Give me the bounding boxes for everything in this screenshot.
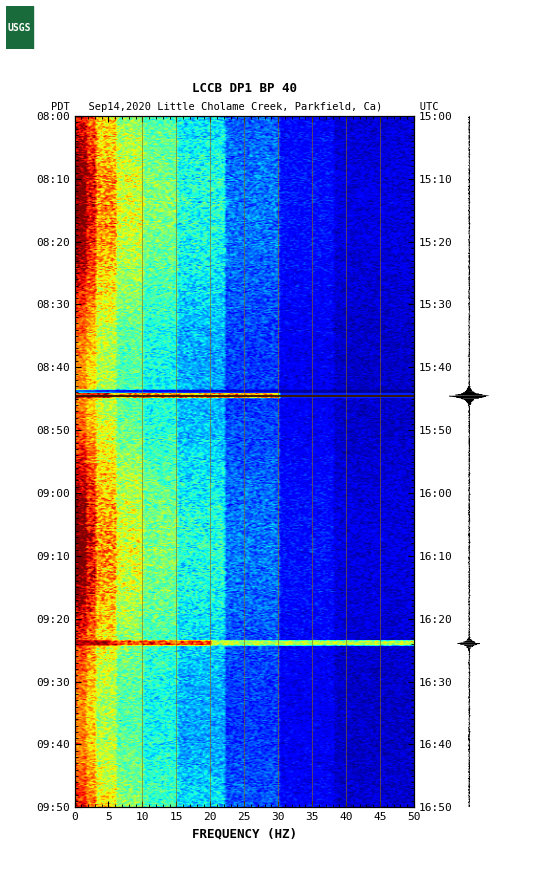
Text: LCCB DP1 BP 40: LCCB DP1 BP 40	[192, 82, 297, 95]
Text: USGS: USGS	[7, 22, 31, 33]
Text: PDT   Sep14,2020 Little Cholame Creek, Parkfield, Ca)      UTC: PDT Sep14,2020 Little Cholame Creek, Par…	[51, 102, 438, 112]
X-axis label: FREQUENCY (HZ): FREQUENCY (HZ)	[192, 828, 297, 840]
Bar	[6, 6, 33, 49]
